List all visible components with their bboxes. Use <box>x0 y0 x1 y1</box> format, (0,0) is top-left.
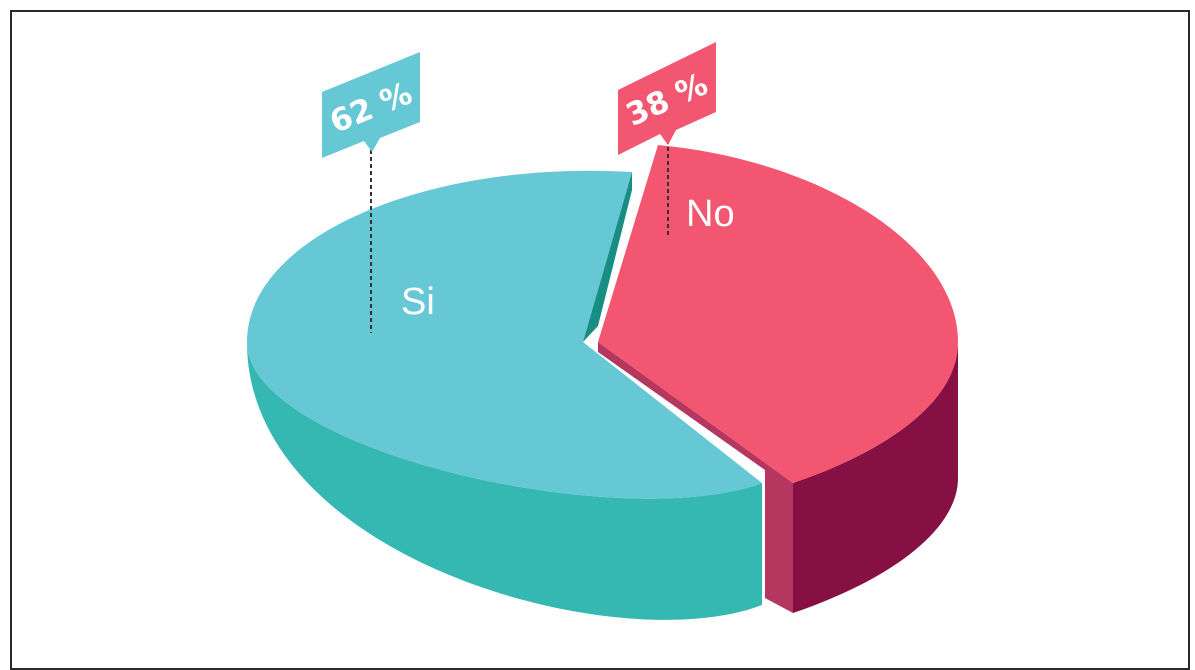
slice-no-side <box>793 342 958 613</box>
slice-si <box>247 170 762 620</box>
callout-si: 62 % Si <box>322 52 435 333</box>
slice-si-inner-edge <box>583 172 632 342</box>
slice-si-side <box>247 342 762 620</box>
slice-no <box>598 145 958 613</box>
callout-no: 38 % No <box>618 42 735 238</box>
slice-si-top <box>247 170 762 499</box>
slice-no-inner-edge <box>598 342 793 613</box>
value-tag-si <box>322 52 420 158</box>
slice-label-no: No <box>686 193 735 235</box>
slice-label-si: Si <box>401 281 435 323</box>
value-tag-no <box>618 42 716 155</box>
slice-no-top <box>598 145 958 483</box>
pie-chart: 62 % Si 38 % No <box>247 42 958 620</box>
